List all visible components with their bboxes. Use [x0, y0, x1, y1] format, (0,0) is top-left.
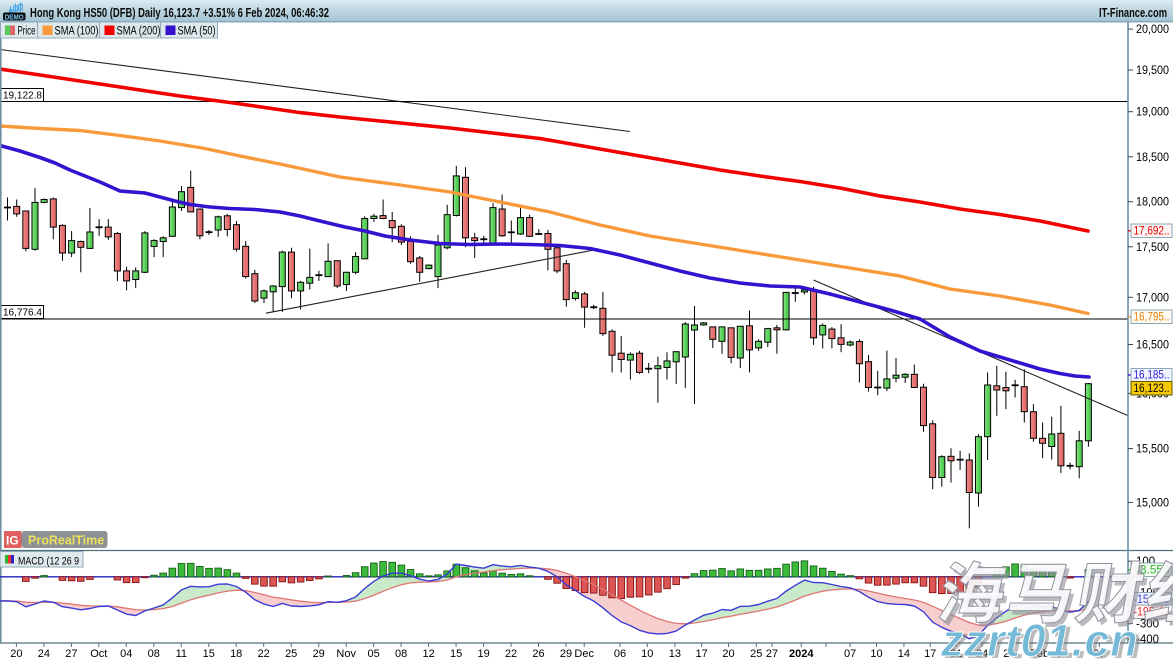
svg-text:19,000: 19,000: [1136, 107, 1169, 119]
svg-text:16,500: 16,500: [1136, 340, 1169, 352]
svg-text:IG: IG: [6, 534, 19, 548]
svg-text:27: 27: [766, 648, 778, 660]
svg-text:17,692..: 17,692..: [1134, 226, 1170, 238]
svg-text:16,795..: 16,795..: [1134, 312, 1170, 324]
svg-text:15,500: 15,500: [1136, 444, 1169, 456]
svg-text:14: 14: [898, 648, 910, 660]
svg-text:19: 19: [477, 648, 489, 660]
svg-text:17,000: 17,000: [1136, 292, 1169, 304]
svg-text:16,123..: 16,123..: [1134, 383, 1170, 395]
svg-text:16,776.4: 16,776.4: [3, 308, 42, 319]
svg-text:13: 13: [669, 648, 681, 660]
svg-text:18: 18: [230, 648, 242, 660]
svg-text:05: 05: [367, 648, 379, 660]
svg-text:24: 24: [38, 648, 50, 660]
svg-text:11: 11: [176, 648, 187, 660]
svg-text:SMA (200): SMA (200): [117, 26, 161, 38]
svg-text:10: 10: [870, 648, 882, 660]
svg-text:10: 10: [641, 648, 653, 660]
svg-text:25: 25: [285, 648, 297, 660]
svg-text:29: 29: [313, 648, 325, 660]
svg-text:2024: 2024: [789, 648, 814, 660]
svg-text:20: 20: [722, 648, 734, 660]
svg-text:15: 15: [203, 648, 215, 660]
svg-text:04: 04: [1056, 648, 1068, 660]
svg-text:22: 22: [505, 648, 517, 660]
svg-text:19,122.8: 19,122.8: [3, 91, 42, 102]
svg-text:04: 04: [120, 648, 132, 660]
svg-text:Price: Price: [18, 26, 36, 38]
svg-text:29: 29: [560, 648, 572, 660]
svg-text:18,500: 18,500: [1136, 152, 1169, 164]
svg-text:DEMO: DEMO: [5, 12, 24, 21]
svg-text:ProRealTime: ProRealTime: [28, 534, 104, 548]
svg-text:17: 17: [695, 648, 707, 660]
svg-text:08: 08: [395, 648, 407, 660]
svg-text:22: 22: [258, 648, 270, 660]
svg-text:Nov: Nov: [336, 648, 356, 660]
svg-text:25: 25: [750, 648, 762, 660]
svg-text:17,500: 17,500: [1136, 242, 1169, 254]
svg-text:SMA (100): SMA (100): [55, 26, 99, 38]
svg-text:21: 21: [950, 648, 962, 660]
svg-text:06: 06: [614, 648, 626, 660]
svg-text:-400: -400: [1136, 634, 1159, 646]
svg-text:08: 08: [148, 648, 160, 660]
svg-text:16,185..: 16,185..: [1134, 370, 1170, 382]
svg-text:07: 07: [1093, 648, 1105, 660]
svg-text:SMA (50): SMA (50): [178, 26, 216, 38]
svg-text:17: 17: [924, 648, 936, 660]
svg-text:15,000: 15,000: [1136, 497, 1169, 509]
svg-text:15: 15: [450, 648, 462, 660]
svg-text:Feb: Feb: [1030, 648, 1049, 660]
svg-text:24: 24: [976, 648, 988, 660]
svg-text:MACD (12 26 9: MACD (12 26 9: [18, 556, 79, 568]
svg-text:zzrt01.cn: zzrt01.cn: [940, 615, 1138, 660]
svg-text:IT-Finance.com: IT-Finance.com: [1099, 5, 1167, 20]
svg-text:26: 26: [532, 648, 544, 660]
svg-text:20,000: 20,000: [1136, 24, 1169, 36]
svg-text:Oct: Oct: [90, 648, 107, 660]
svg-text:19,500: 19,500: [1136, 65, 1169, 77]
svg-text:18,000: 18,000: [1136, 197, 1169, 209]
svg-text:Dec: Dec: [574, 648, 594, 660]
svg-text:20: 20: [10, 648, 22, 660]
svg-text:Hong Kong HS50 (DFB) Daily 16,: Hong Kong HS50 (DFB) Daily 16,123.7 +3.5…: [30, 5, 329, 20]
svg-text:12: 12: [422, 648, 434, 660]
svg-text:28: 28: [1003, 648, 1015, 660]
svg-text:zzrt01.cn: zzrt01.cn: [944, 617, 1142, 660]
svg-text:27: 27: [65, 648, 77, 660]
svg-text:07: 07: [844, 648, 856, 660]
